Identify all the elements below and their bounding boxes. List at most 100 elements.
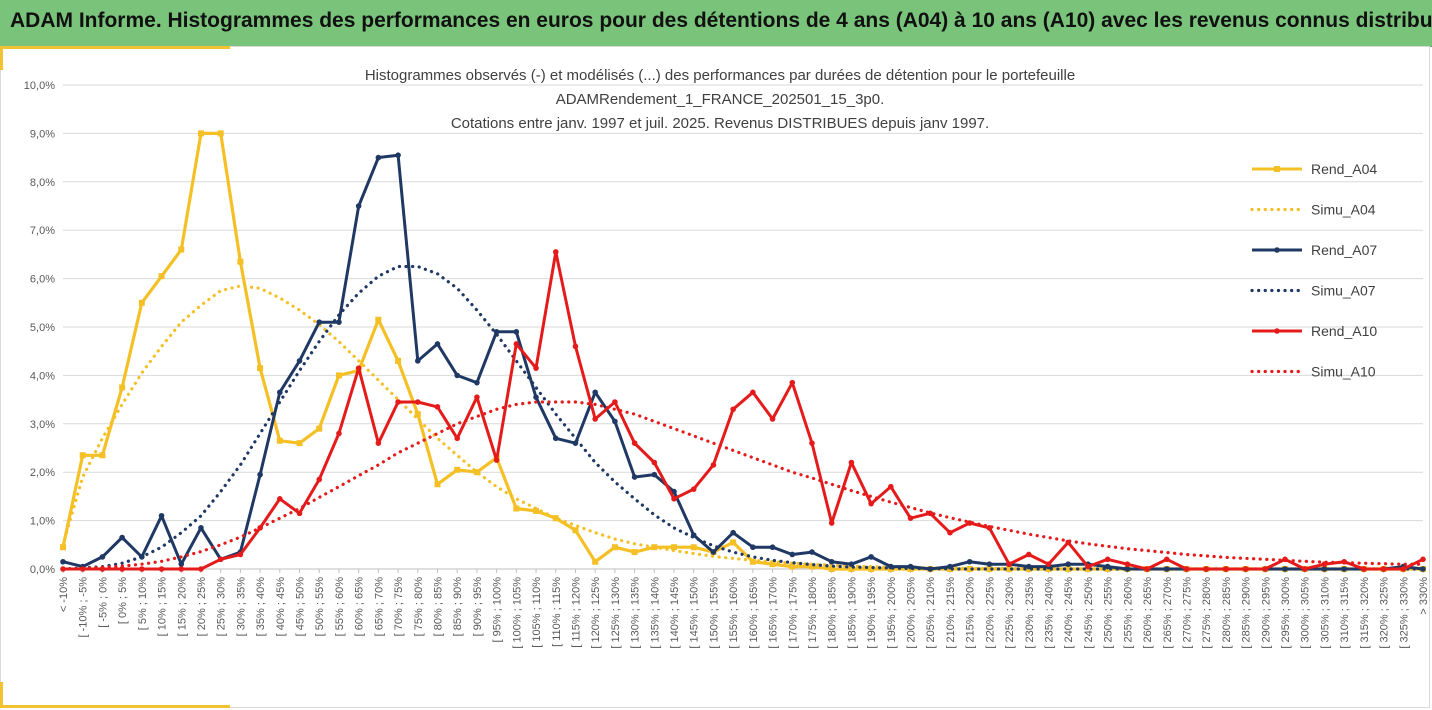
accent-bar-left xyxy=(0,46,3,70)
data-point xyxy=(513,341,520,347)
legend-label-simu_a04: Simu_A04 xyxy=(1311,202,1376,218)
y-tick-label: 6,0% xyxy=(30,274,55,286)
data-point xyxy=(513,505,520,512)
chart-title-line-2: ADAMRendement_1_FRANCE_202501_15_3p0. xyxy=(555,91,885,108)
data-point xyxy=(809,440,815,446)
x-tick-label: [ 175% ; 180% xyxy=(807,577,819,649)
data-point xyxy=(414,358,421,364)
accent-bar-left-bottom xyxy=(0,682,3,708)
accent-bar-bottom xyxy=(0,705,230,708)
data-point xyxy=(730,406,736,413)
data-point xyxy=(375,440,382,446)
data-point xyxy=(178,566,185,572)
data-point xyxy=(414,411,421,418)
x-tick-label: [ 255% ; 260% xyxy=(1122,577,1134,649)
data-point xyxy=(60,558,66,565)
data-point xyxy=(178,246,185,253)
data-point xyxy=(99,452,106,459)
data-point xyxy=(473,469,480,476)
data-point xyxy=(1124,566,1131,572)
data-point xyxy=(552,435,559,442)
data-point xyxy=(395,152,401,158)
chart-title-line-3: Cotations entre janv. 1997 et juil. 2025… xyxy=(450,115,990,132)
data-point xyxy=(592,389,598,396)
x-tick-label: [ 15% ; 20% xyxy=(176,577,188,637)
x-tick-label: [ 105% ; 110% xyxy=(531,577,543,648)
y-tick-label: 4,0% xyxy=(30,370,55,382)
x-tick-label: [ 125% ; 130% xyxy=(610,577,622,649)
x-tick-label: [ 80% ; 85% xyxy=(432,577,444,637)
x-tick-label: [ 195% ; 200% xyxy=(886,577,898,649)
data-point xyxy=(198,525,204,531)
x-tick-label: [ 85% ; 90% xyxy=(452,577,464,637)
data-point xyxy=(178,561,185,567)
data-point xyxy=(533,394,539,400)
data-point xyxy=(119,566,125,572)
x-tick-label: [ 300% ; 305% xyxy=(1300,577,1312,649)
data-point xyxy=(1163,566,1170,572)
data-point xyxy=(710,462,717,468)
legend-label-rend_a07: Rend_A07 xyxy=(1311,242,1377,258)
data-point xyxy=(808,563,815,570)
data-point xyxy=(1262,566,1269,572)
data-point xyxy=(789,379,796,386)
data-point xyxy=(1025,563,1032,570)
x-tick-label: [ -5% ; 0% xyxy=(97,577,109,628)
data-point xyxy=(1124,561,1131,567)
data-point xyxy=(789,551,796,558)
data-point xyxy=(474,394,480,400)
data-point xyxy=(316,476,323,483)
data-point xyxy=(730,539,737,546)
data-point xyxy=(671,488,677,495)
data-point xyxy=(888,483,894,490)
x-tick-label: [ 190% ; 195% xyxy=(866,577,878,649)
data-point xyxy=(1045,561,1052,567)
x-tick-label: [ 180% ; 185% xyxy=(827,577,839,649)
x-tick-label: [ 30% ; 35% xyxy=(235,577,247,637)
series-line-rend_a10 xyxy=(63,250,1424,571)
data-point xyxy=(690,544,697,551)
legend-label-simu_a10: Simu_A10 xyxy=(1311,364,1376,380)
data-point xyxy=(631,440,638,446)
data-point xyxy=(769,416,776,422)
legend-label-simu_a07: Simu_A07 xyxy=(1311,283,1376,299)
x-tick-label: [ 200% ; 205% xyxy=(906,577,918,649)
data-point xyxy=(611,544,618,551)
x-tick-label: [ 75% ; 80% xyxy=(413,577,425,637)
data-point xyxy=(848,459,855,466)
data-point xyxy=(947,529,953,536)
data-point xyxy=(868,500,874,507)
data-point xyxy=(375,316,382,323)
data-point xyxy=(434,404,441,410)
y-tick-label: 10,0% xyxy=(24,80,55,92)
x-tick-label: > 330% xyxy=(1418,577,1430,615)
x-tick-label: [ 170% ; 175% xyxy=(787,577,799,649)
data-point xyxy=(612,399,618,405)
series-line-simu_a10 xyxy=(61,400,1425,571)
data-point xyxy=(828,566,835,572)
x-tick-label: [ 110% ; 115% xyxy=(551,577,563,647)
series-line-simu_a04 xyxy=(61,284,1425,571)
x-tick-label: [ 40% ; 45% xyxy=(275,577,287,637)
data-point xyxy=(1025,551,1032,558)
legend-marker xyxy=(1274,328,1280,334)
data-point xyxy=(631,549,638,556)
data-point xyxy=(493,329,500,335)
x-tick-label: [ 250% ; 255% xyxy=(1103,577,1115,649)
data-point xyxy=(79,452,86,459)
data-point xyxy=(454,435,461,442)
data-point xyxy=(690,486,697,492)
series-line-rend_a04 xyxy=(61,131,1423,571)
x-tick-label: [ 205% ; 210% xyxy=(925,577,937,649)
x-tick-label: < -10% xyxy=(58,577,70,612)
x-tick-label: [ 45% ; 50% xyxy=(295,577,307,637)
x-tick-label: [ -10% ; -5% xyxy=(78,577,90,638)
x-tick-label: [ 230% ; 235% xyxy=(1024,577,1036,649)
x-tick-label: [ 305% ; 310% xyxy=(1319,577,1331,649)
legend-label-rend_a04: Rend_A04 xyxy=(1311,161,1377,177)
data-point xyxy=(158,273,165,280)
data-point xyxy=(592,558,599,565)
data-point xyxy=(217,556,224,563)
data-point xyxy=(730,529,736,536)
